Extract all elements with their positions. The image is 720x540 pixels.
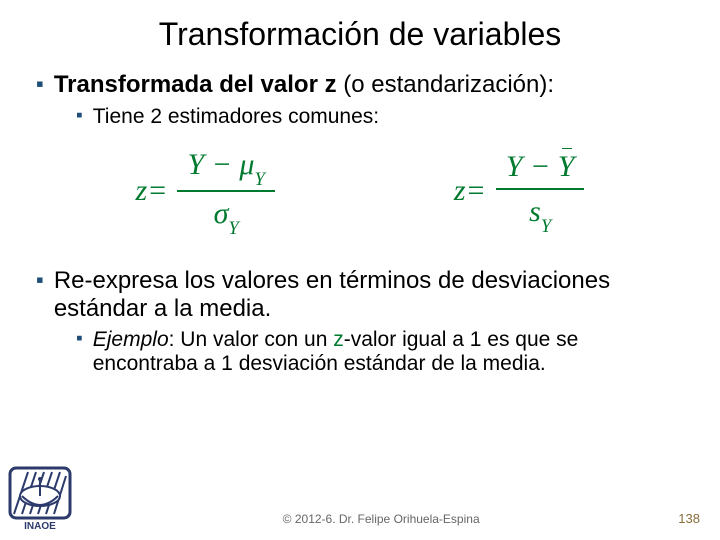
- ejemplo-label: Ejemplo: [93, 328, 169, 351]
- bullet-1-sub-text: Tiene 2 estimadores comunes:: [93, 105, 379, 129]
- square-bullet-icon: ▪: [76, 328, 83, 350]
- denominator: σY: [204, 192, 249, 239]
- equation-row: z = Y − μY σY z = Y − Y s: [46, 143, 674, 239]
- logo-text: INAOE: [24, 521, 56, 532]
- square-bullet-icon: ▪: [36, 267, 44, 292]
- numerator: Y − Y: [496, 145, 585, 188]
- denominator: sY: [519, 190, 561, 237]
- fraction: Y − Y sY: [496, 145, 585, 237]
- bullet-2-sub-text: Ejemplo: Un valor con un z-valor igual a…: [93, 328, 684, 376]
- bullet-1-text: Transformada del valor z (o estandarizac…: [54, 71, 554, 99]
- eq-eqsign: =: [147, 174, 167, 208]
- fraction: Y − μY σY: [177, 143, 274, 239]
- eq-lhs: z: [136, 174, 148, 208]
- equation-population: z = Y − μY σY: [136, 143, 275, 239]
- numerator: Y − μY: [177, 143, 274, 190]
- square-bullet-icon: ▪: [36, 71, 44, 96]
- bullet-1-bold: Transformada del valor z: [54, 71, 337, 98]
- z-highlight: z: [333, 328, 344, 351]
- bullet-1-sub: ▪ Tiene 2 estimadores comunes:: [76, 105, 684, 129]
- equation-sample: z = Y − Y sY: [454, 145, 585, 237]
- bullet-2-sub: ▪ Ejemplo: Un valor con un z-valor igual…: [76, 328, 684, 376]
- eq-lhs: z: [454, 174, 466, 208]
- slide-title: Transformación de variables: [36, 16, 684, 53]
- eq-eqsign: =: [466, 174, 486, 208]
- square-bullet-icon: ▪: [76, 105, 83, 127]
- footer: INAOE © 2012-6. Dr. Felipe Orihuela-Espi…: [0, 466, 720, 532]
- bullet-1-rest: (o estandarización):: [337, 71, 554, 98]
- bullet-1: ▪ Transformada del valor z (o estandariz…: [36, 71, 684, 99]
- copyright-text: © 2012-6. Dr. Felipe Orihuela-Espina: [84, 512, 678, 532]
- bullet-2: ▪ Re-expresa los valores en términos de …: [36, 267, 684, 322]
- page-number: 138: [678, 511, 700, 532]
- inaoe-logo-icon: INAOE: [8, 466, 72, 532]
- y-bar: Y: [558, 147, 575, 186]
- bullet-2-text: Re-expresa los valores en términos de de…: [54, 267, 684, 322]
